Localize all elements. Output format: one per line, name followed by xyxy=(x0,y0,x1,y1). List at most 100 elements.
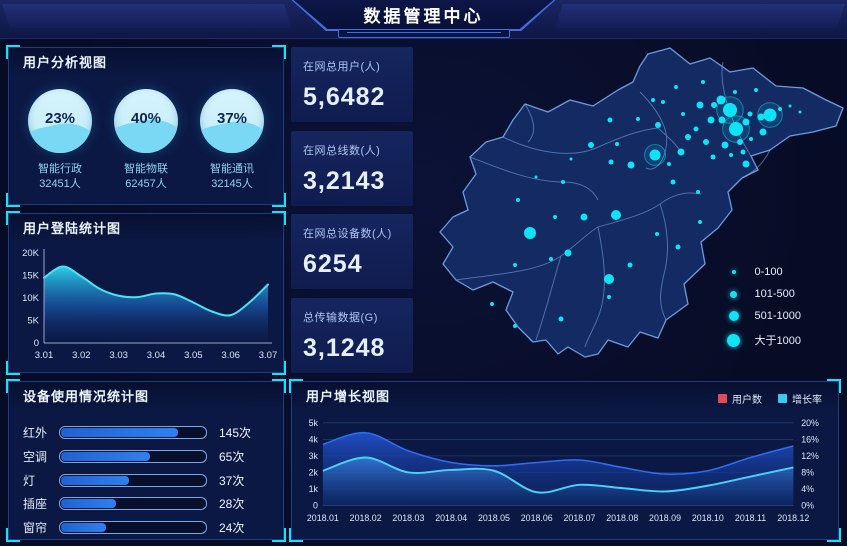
device-bar-value: 24次 xyxy=(219,521,245,535)
header-decoration-left xyxy=(2,4,292,28)
device-bar-fill xyxy=(61,475,129,485)
device-bar-track xyxy=(59,521,207,534)
map-legend-dot-box xyxy=(727,311,741,321)
device-bar-row: 空调 65次 xyxy=(23,448,269,465)
svg-text:2018.09: 2018.09 xyxy=(649,513,681,523)
legend-item-growth-rate[interactable]: 增长率 xyxy=(778,391,822,406)
corner-bracket xyxy=(289,528,303,542)
gauge-count: 32145人 xyxy=(211,178,253,190)
map-region: 0-100 101-500 501-1000 大于1000 xyxy=(418,42,847,376)
header: 数据管理中心 xyxy=(0,0,847,39)
map-legend-item: 大于1000 xyxy=(727,332,802,348)
panel-device-usage: 设备使用情况统计图 红外 145次 空调 65次灯 37次 插座 28次 窗帘 24次 xyxy=(6,379,286,542)
svg-text:0: 0 xyxy=(313,500,318,510)
corner-bracket xyxy=(6,45,20,59)
growth-area-chart: 0 1k 2k 3k 4k 5k 0% 4% 8% 12% 16% 20% 2018.01 2018.02… xyxy=(307,418,819,523)
gauge-percent: 23% xyxy=(44,109,76,127)
stat-label: 在网总设备数(人) xyxy=(303,228,392,241)
corner-bracket xyxy=(6,379,20,393)
corner-bracket xyxy=(827,528,841,542)
stat-label: 总传输数据(G) xyxy=(303,311,378,324)
legend-item-users[interactable]: 用户数 xyxy=(718,391,762,406)
panel-user-growth: 用户增长视图 用户数 增长率 0 1k 2k 3k 4k 5k 0% 4% 8% 12% 16% 20%… xyxy=(289,379,841,542)
liquid-gauge: 40% 智能物联 62457人 xyxy=(103,89,188,192)
stat-value: 5,6482 xyxy=(303,83,386,111)
legend-label: 增长率 xyxy=(792,395,822,406)
svg-text:20%: 20% xyxy=(801,418,819,428)
map-legend-dot-box xyxy=(727,270,741,274)
device-bar-label: 插座 xyxy=(23,497,48,512)
stat-value: 3,2143 xyxy=(303,166,386,195)
stat-card: 在网总线数(人) 3,2143 xyxy=(291,130,413,206)
device-bar-fill xyxy=(61,428,178,437)
device-bar-fill xyxy=(61,523,106,532)
header-badge-decoration xyxy=(337,29,510,38)
svg-text:3.04: 3.04 xyxy=(147,350,166,361)
svg-text:2018.03: 2018.03 xyxy=(392,513,424,523)
map-legend-label: 0-100 xyxy=(754,266,783,278)
svg-text:2k: 2k xyxy=(309,467,319,477)
svg-text:4%: 4% xyxy=(801,484,814,494)
svg-text:10K: 10K xyxy=(22,293,40,304)
gauge-group: 23% 智能行政 32451人 40% 智能物联 62457人 37% 智能通讯 32145人 xyxy=(9,77,283,192)
map-legend: 0-100 101-500 501-1000 大于1000 xyxy=(727,266,802,348)
svg-text:3.06: 3.06 xyxy=(221,350,240,361)
svg-text:2018.12: 2018.12 xyxy=(777,513,809,523)
device-bar-label: 空调 xyxy=(23,449,48,464)
map-legend-dot xyxy=(727,333,740,347)
svg-text:3.03: 3.03 xyxy=(109,350,128,361)
corner-bracket xyxy=(272,45,286,59)
svg-text:8%: 8% xyxy=(801,467,814,477)
svg-text:2018.05: 2018.05 xyxy=(478,513,510,523)
corner-bracket xyxy=(272,528,286,542)
svg-text:0%: 0% xyxy=(801,500,814,510)
device-bar-value: 145次 xyxy=(219,426,252,440)
province-map xyxy=(439,47,844,358)
header-decoration-right xyxy=(555,4,845,28)
corner-bracket xyxy=(272,193,286,207)
gauge-circle: 37% xyxy=(200,89,264,153)
header-title-plate: 数据管理中心 xyxy=(293,0,554,29)
map-legend-dot xyxy=(730,290,737,298)
svg-text:0: 0 xyxy=(34,338,39,349)
svg-text:15K: 15K xyxy=(22,271,40,282)
map-legend-label: 101-500 xyxy=(754,288,795,300)
panel-title-device-usage: 设备使用情况统计图 xyxy=(9,382,283,411)
map-legend-item: 101-500 xyxy=(727,288,802,300)
svg-text:4k: 4k xyxy=(309,434,319,444)
svg-text:2018.02: 2018.02 xyxy=(350,513,382,523)
login-area-chart: 0 5K 10K 15K 20K 3.01 3.02 3.03 3.04 3.05 3.06 3.07 xyxy=(22,248,277,361)
stat-card: 总传输数据(G) 3,1248 xyxy=(291,297,413,373)
legend-label: 用户数 xyxy=(732,395,762,406)
device-bar-label: 窗帘 xyxy=(23,521,48,535)
svg-text:3.02: 3.02 xyxy=(72,350,91,361)
device-bar-row: 灯 37次 xyxy=(23,472,269,489)
panel-title-user-analysis: 用户分析视图 xyxy=(9,48,283,77)
stat-card: 在网总设备数(人) 6254 xyxy=(291,214,413,290)
device-bar-track xyxy=(59,426,207,439)
device-bar-fill xyxy=(61,499,116,509)
corner-bracket xyxy=(6,528,20,542)
svg-text:3k: 3k xyxy=(309,451,319,461)
growth-chart-legend: 用户数 增长率 xyxy=(718,391,822,406)
gauge-percent: 37% xyxy=(216,109,248,127)
map-legend-dot-box xyxy=(727,333,741,347)
login-chart-container: 0 5K 10K 15K 20K 3.01 3.02 3.03 3.04 3.05 3.06 3.07 xyxy=(15,243,277,369)
gauge-label: 智能物联 xyxy=(124,163,168,175)
device-bar-track xyxy=(59,497,207,511)
device-bar-track xyxy=(59,473,207,487)
svg-text:1k: 1k xyxy=(309,484,319,494)
svg-text:2018.04: 2018.04 xyxy=(435,513,467,523)
liquid-gauge: 37% 智能通讯 32145人 xyxy=(189,89,274,192)
device-bar-label: 灯 xyxy=(23,473,36,488)
map-outline xyxy=(439,47,844,358)
svg-text:12%: 12% xyxy=(801,451,819,461)
device-bar-row: 插座 28次 xyxy=(23,495,269,512)
corner-bracket xyxy=(272,211,286,225)
device-bar-value: 28次 xyxy=(219,497,245,512)
stat-card-column: 在网总用户(人) 5,6482 在网总线数(人) 3,2143 在网总设备数(人) 625… xyxy=(291,47,413,373)
panel-user-analysis: 用户分析视图 23% 智能行政 32451人 40% 智能物联 62457人 37% 智能通讯… xyxy=(6,45,286,207)
growth-chart-container: 0 1k 2k 3k 4k 5k 0% 4% 8% 12% 16% 20% 2018.01 2018.02… xyxy=(298,411,832,536)
map-bubble-layer xyxy=(490,80,802,328)
